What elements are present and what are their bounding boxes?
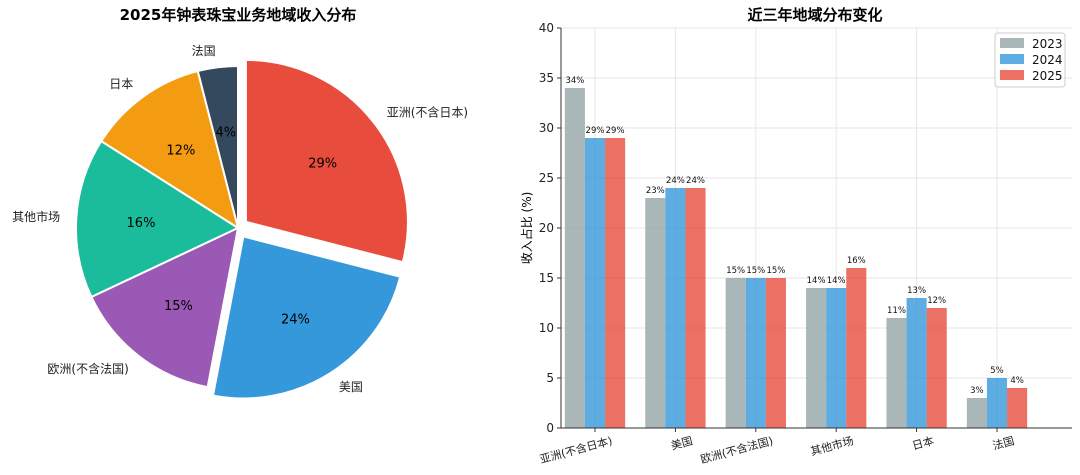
- y-tick-label: 35: [539, 71, 554, 85]
- pie-category-label: 其他市场: [12, 209, 60, 224]
- bar-value-label: 24%: [686, 176, 705, 186]
- bar: [605, 138, 626, 428]
- pie-labels: 4% 法国 12% 日本 16% 其他市场 15% 欧洲(不含法国) 24% 美国 29% 亚洲(不含…: [12, 44, 468, 394]
- pie-percent-label: 12%: [166, 143, 195, 158]
- bar-value-label: 24%: [666, 176, 685, 186]
- x-tick-label: 美国: [670, 434, 695, 452]
- bar: [846, 268, 867, 428]
- bar-value-label: 14%: [827, 276, 846, 286]
- legend-label: 2023: [1032, 37, 1063, 51]
- bar-value-label: 15%: [766, 266, 785, 276]
- legend-swatch: [1000, 38, 1024, 48]
- pie-percent-label: 16%: [127, 216, 156, 231]
- bar-value-label: 4%: [1010, 376, 1024, 386]
- bar-value-label: 12%: [927, 296, 946, 306]
- pie-slice: [99, 69, 240, 231]
- y-tick-label: 0: [546, 421, 554, 435]
- bar-value-label: 3%: [970, 386, 984, 396]
- pie-title: 2025年钟表珠宝业务地域收入分布: [120, 6, 357, 24]
- pie-chart: 2025年钟表珠宝业务地域收入分布 4% 法国 12% 日本 16% 其他市场 15% 欧洲(…: [12, 6, 468, 400]
- bar: [806, 288, 827, 428]
- pie-category-label: 亚洲(不含日本): [387, 105, 468, 120]
- y-tick-label: 15: [539, 271, 554, 285]
- bar-value-label: 29%: [606, 126, 625, 136]
- bar: [725, 278, 746, 428]
- pie-percent-label: 4%: [216, 126, 237, 141]
- bar: [584, 138, 606, 428]
- pie-slices: [75, 58, 409, 400]
- pie-percent-label: 15%: [164, 299, 193, 314]
- y-tick-label: 10: [539, 321, 554, 335]
- bar: [886, 318, 907, 428]
- bar: [765, 278, 786, 428]
- bar-chart: 近三年地域分布变化 34%23%15%14%11%3%29%24%15%14%1…: [519, 6, 1072, 466]
- legend-swatch: [1000, 70, 1024, 80]
- pie-slice: [211, 235, 402, 400]
- bar-value-label: 11%: [887, 306, 906, 316]
- bar: [826, 288, 847, 428]
- bar: [1007, 388, 1028, 428]
- pie-slice: [90, 226, 240, 389]
- pie-percent-label: 24%: [281, 313, 310, 328]
- y-axis-label: 收入占比 (%): [519, 192, 534, 265]
- pie-category-label: 欧洲(不含法国): [47, 361, 128, 376]
- x-tick-label: 法国: [991, 433, 1016, 452]
- y-tick-label: 25: [539, 171, 554, 185]
- y-tick-label: 30: [539, 121, 554, 135]
- y-tick-label: 5: [546, 371, 554, 385]
- pie-category-label: 法国: [192, 44, 216, 58]
- pie-category-label: 日本: [109, 77, 133, 91]
- bar: [966, 398, 987, 428]
- x-tick-label: 亚洲(不含日本): [538, 433, 614, 466]
- bar: [986, 378, 1008, 428]
- x-tick-label: 其他市场: [809, 433, 855, 458]
- legend-label: 2024: [1032, 53, 1063, 67]
- bar-value-label: 14%: [807, 276, 826, 286]
- bar: [745, 278, 766, 428]
- pie-category-label: 美国: [339, 380, 363, 394]
- bar: [665, 188, 686, 428]
- bar: [645, 198, 666, 428]
- bar-value-label: 34%: [565, 76, 584, 86]
- bar: [564, 88, 585, 428]
- pie-slice: [244, 58, 409, 264]
- bar-value-label: 16%: [847, 256, 866, 266]
- bar-value-label: 29%: [586, 126, 605, 136]
- bar-value-labels: 34% 23% 15% 14% 11% 3% 29% 24% 15% 14% 13% 5% 29% 24%…: [565, 76, 1023, 396]
- bar-value-label: 15%: [746, 266, 765, 276]
- bar-value-label: 23%: [646, 186, 665, 196]
- bar-title: 近三年地域分布变化: [747, 6, 882, 24]
- x-tick-label: 欧洲(不含法国): [699, 433, 775, 466]
- pie-slice: [75, 139, 241, 299]
- legend: 2023 2024 2025: [994, 32, 1066, 88]
- bar-value-label: 15%: [726, 266, 745, 276]
- y-tick-label: 40: [539, 21, 554, 35]
- legend-label: 2025: [1032, 69, 1063, 83]
- bars: [564, 88, 1028, 428]
- bar: [685, 188, 706, 428]
- legend-swatch: [1000, 54, 1024, 64]
- bar: [906, 298, 927, 428]
- pie-percent-label: 29%: [308, 156, 337, 171]
- bar: [926, 308, 947, 428]
- y-tick-label: 20: [539, 221, 554, 235]
- x-tick-label: 日本: [911, 433, 936, 452]
- bar-value-label: 13%: [907, 286, 926, 296]
- bar-value-label: 5%: [990, 366, 1004, 376]
